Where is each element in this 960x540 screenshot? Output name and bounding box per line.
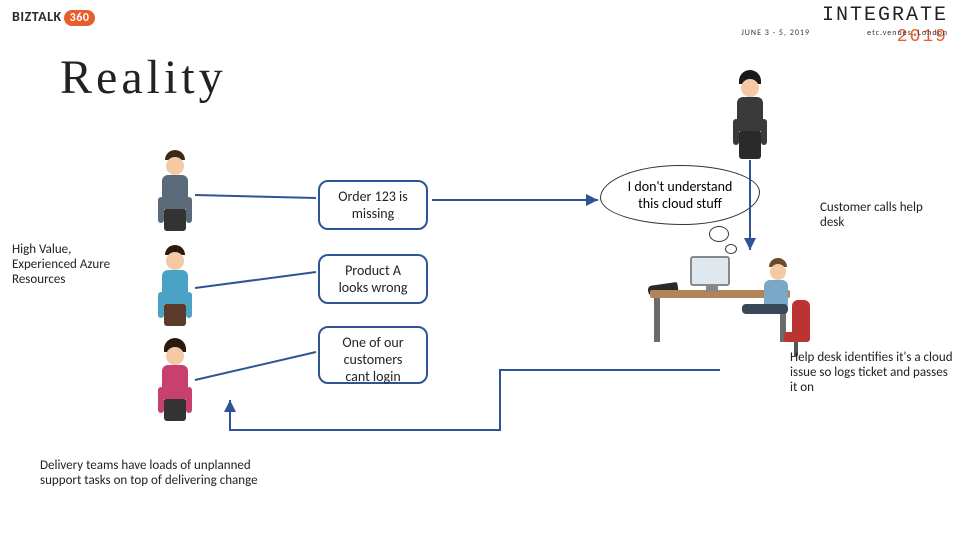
person-dev-1: [160, 150, 190, 231]
event-date: JUNE 3 - 5, 2019: [741, 28, 810, 38]
event-venue: etc.venues, London: [867, 28, 948, 38]
label-customer-calls: Customer calls help desk: [820, 200, 950, 230]
slide-title: Reality: [60, 50, 227, 105]
brand-badge: 360: [64, 10, 96, 26]
callout-cant-login: One of our customers cant login: [318, 326, 428, 384]
thought-bubble: I don't understand this cloud stuff: [600, 165, 760, 225]
brand-name: BIZTALK: [12, 8, 62, 25]
header-right: INTEGRATE 2019: [822, 4, 948, 47]
label-helpdesk-passes: Help desk identifies it's a cloud issue …: [790, 350, 955, 395]
callout-product-wrong: Product A looks wrong: [318, 254, 428, 304]
callout-order-missing: Order 123 is missing: [318, 180, 428, 230]
person-dev-3: [160, 338, 190, 421]
person-helpdesk: [740, 258, 800, 314]
label-bottom: Delivery teams have loads of unplanned s…: [40, 458, 290, 488]
event-title: INTEGRATE: [822, 4, 948, 27]
person-customer: [735, 70, 765, 159]
brand-logo: BIZTALK360: [12, 8, 95, 26]
helpdesk-chair: [792, 300, 812, 350]
monitor-icon: [690, 256, 730, 286]
person-dev-2: [160, 245, 190, 326]
label-left: High Value, Experienced Azure Resources: [12, 242, 142, 287]
